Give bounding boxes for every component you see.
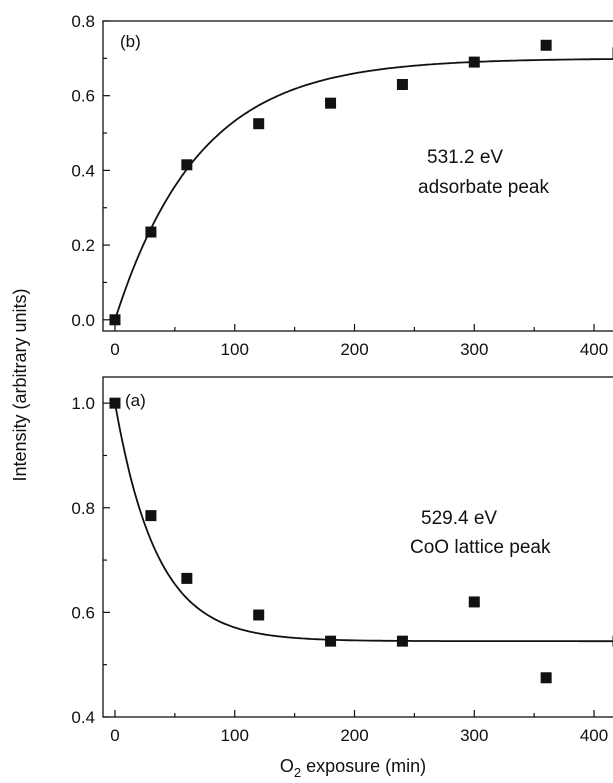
x-axis-title-main: O (280, 756, 294, 776)
panel-a-point (145, 510, 157, 522)
x-tick-label: 400 (580, 340, 608, 359)
panel-b-point (145, 226, 157, 238)
x-tick-label: 300 (460, 340, 488, 359)
y-tick-label: 0.4 (71, 708, 95, 727)
panel-b-adsorbate: 0 100 200 300 400 0.0 0.2 0.4 0.6 0.8 (b) 531.2 e… (71, 12, 613, 359)
panel-a-tick-labels: 0 100 200 300 400 0.4 0.6 0.8 1.0 (71, 394, 608, 745)
y-tick-label: 0.8 (71, 499, 95, 518)
y-tick-label: 0.0 (71, 311, 95, 330)
panel-b-point (253, 118, 265, 130)
panel-b-label: (b) (120, 32, 141, 51)
x-axis-title-rest: exposure (min) (301, 756, 426, 776)
y-tick-label: 0.4 (71, 161, 95, 180)
panel-b-frame (102, 20, 613, 332)
panel-b-point (325, 97, 337, 109)
x-tick-label: 200 (340, 340, 368, 359)
y-axis-title: Intensity (arbitrary units) (10, 288, 30, 481)
panel-b-tick-labels: 0 100 200 300 400 0.0 0.2 0.4 0.6 0.8 (71, 12, 608, 359)
panel-a-point (468, 596, 480, 608)
x-tick-label: 0 (110, 340, 119, 359)
x-tick-label: 0 (110, 726, 119, 745)
panel-a-point (109, 397, 121, 409)
y-tick-label: 0.8 (71, 12, 95, 31)
panel-a-ticks (103, 402, 595, 718)
panel-b-ticks (103, 20, 595, 331)
x-tick-label: 100 (221, 340, 249, 359)
panel-b-point (109, 314, 121, 326)
panel-b-point (396, 78, 408, 90)
panel-b-fit-curve (114, 58, 613, 321)
panel-a-label: (a) (125, 391, 146, 410)
panel-a-point (253, 609, 265, 621)
panel-a-annotation-peak: CoO lattice peak (410, 537, 551, 558)
panel-a-point (181, 572, 193, 584)
y-tick-label: 0.6 (71, 603, 95, 622)
panel-b-point (468, 56, 480, 68)
x-axis-title: O2 exposure (min) (280, 756, 426, 780)
panel-b-annotation-energy: 531.2 eV (427, 147, 503, 168)
panel-a-lattice: 0 100 200 300 400 0.4 0.6 0.8 1.0 (a) 529.4 eV C… (71, 376, 613, 745)
panel-a-fit-curve (114, 403, 613, 643)
panel-b-annotation-peak: adsorbate peak (418, 177, 549, 198)
x-tick-label: 100 (221, 726, 249, 745)
y-tick-label: 1.0 (71, 394, 95, 413)
panel-b-point (540, 39, 552, 51)
y-tick-label: 0.6 (71, 87, 95, 106)
x-tick-label: 200 (340, 726, 368, 745)
panel-a-annotation-energy: 529.4 eV (421, 508, 497, 529)
panel-a-point (396, 635, 408, 647)
panel-b-point (181, 159, 193, 171)
y-tick-label: 0.2 (71, 236, 95, 255)
panel-a-point (540, 672, 552, 684)
panel-a-point (325, 635, 337, 647)
panel-a-frame (102, 376, 613, 718)
x-axis-title-sub: 2 (294, 765, 301, 780)
x-tick-label: 400 (580, 726, 608, 745)
x-tick-label: 300 (460, 726, 488, 745)
